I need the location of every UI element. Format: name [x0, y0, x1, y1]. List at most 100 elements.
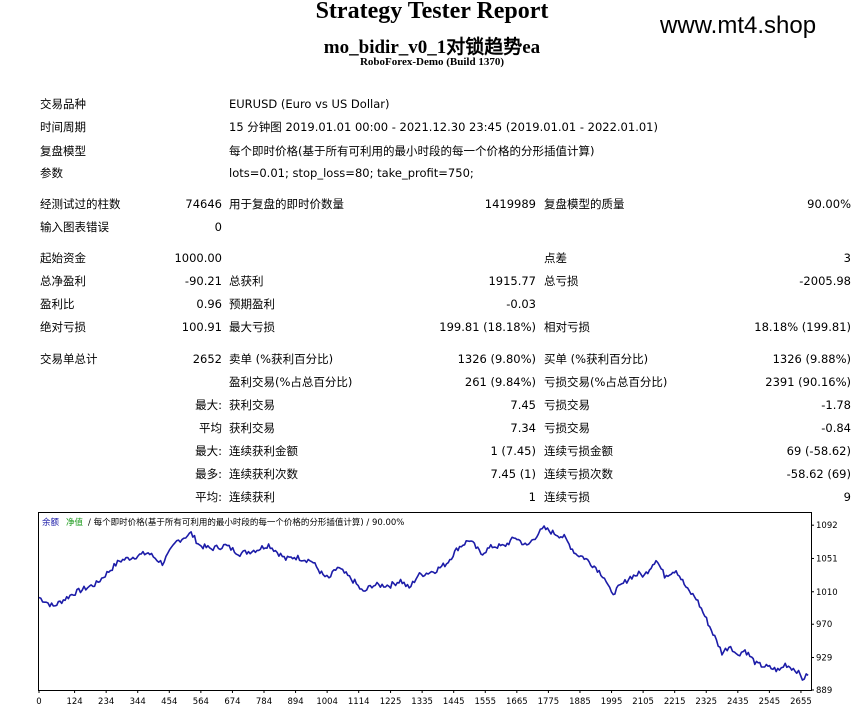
loss-trades-label: 亏损交易(%占总百分比) [544, 375, 668, 389]
short-positions-label: 卖单 (%获利百分比) [229, 352, 334, 366]
rel-drawdown-label: 相对亏损 [544, 320, 590, 334]
ticks-label: 用于复盘的即时价数量 [229, 197, 344, 211]
x-tick-label: 1775 [538, 697, 560, 707]
max-consec-wins-label: 连续获利金额 [229, 444, 298, 458]
abs-drawdown-value: 100.91 [181, 320, 222, 334]
gross-profit-label: 总获利 [229, 274, 264, 288]
x-tick-label: 2545 [759, 697, 781, 707]
x-tick-label: 344 [130, 697, 146, 707]
symbol-label: 交易品种 [40, 97, 86, 111]
period-value: 15 分钟图 2019.01.01 00:00 - 2021.12.30 23:… [229, 120, 658, 134]
legend-description: / 每个即时价格(基于所有可利用的最小时段的每一个价格的分形插值计算) / 90… [88, 517, 404, 528]
errors-label: 输入图表错误 [40, 220, 109, 234]
spread-value: 3 [843, 251, 851, 265]
balance-chart-frame [38, 512, 812, 691]
average-profit-value: 7.34 [510, 421, 536, 435]
params-value: lots=0.01; stop_loss=80; take_profit=750… [229, 166, 474, 180]
y-tick-label: 929 [816, 654, 832, 664]
bars-label: 经测试过的柱数 [40, 197, 121, 211]
x-tick-label: 1995 [601, 697, 623, 707]
x-tick-label: 2435 [727, 697, 749, 707]
x-tick-label: 674 [224, 697, 240, 707]
deposit-label: 起始资金 [40, 251, 86, 265]
gross-loss-label: 总亏损 [544, 274, 579, 288]
profit-trades-label: 盈利交易(%占总百分比) [229, 375, 353, 389]
x-tick-label: 1225 [380, 697, 402, 707]
x-tick-label: 1335 [411, 697, 433, 707]
x-tick-label: 784 [256, 697, 272, 707]
max-drawdown-value: 199.81 (18.18%) [439, 320, 536, 334]
x-tick-label: 234 [98, 697, 114, 707]
spread-label: 点差 [544, 251, 567, 265]
model-label: 复盘模型 [40, 144, 86, 158]
y-tick-label: 889 [816, 686, 832, 696]
y-tick-label: 1010 [816, 588, 838, 598]
avg-consec-losses-value: 9 [843, 490, 851, 504]
quality-value: 90.00% [807, 197, 851, 211]
model-value: 每个即时价格(基于所有可利用的最小时段的每一个价格的分形插值计算) [229, 144, 595, 158]
symbol-value: EURUSD (Euro vs US Dollar) [229, 97, 390, 111]
x-tick-label: 2655 [790, 697, 812, 707]
max-consec-prefix: 最大: [195, 444, 222, 458]
net-profit-label: 总净盈利 [40, 274, 86, 288]
ticks-value: 1419989 [484, 197, 536, 211]
balance-line [38, 525, 809, 681]
y-tick-label: 1051 [816, 554, 838, 564]
gross-profit-value: 1915.77 [488, 274, 536, 288]
x-tick-label: 1885 [569, 697, 591, 707]
avg-consec-wins-label: 连续获利 [229, 490, 275, 504]
average-prefix: 平均 [199, 421, 222, 435]
x-tick-label: 2215 [664, 697, 686, 707]
short-positions-value: 1326 (9.80%) [457, 352, 536, 366]
x-tick-label: 124 [66, 697, 82, 707]
quality-label: 复盘模型的质量 [544, 197, 625, 211]
largest-profit-label: 获利交易 [229, 398, 275, 412]
x-tick-label: 1445 [443, 697, 465, 707]
expected-payoff-value: -0.03 [506, 297, 536, 311]
total-trades-label: 交易单总计 [40, 352, 98, 366]
average-profit-label: 获利交易 [229, 421, 275, 435]
expected-payoff-label: 预期盈利 [229, 297, 275, 311]
avg-consec-prefix: 平均: [195, 490, 222, 504]
total-trades-value: 2652 [192, 352, 222, 366]
x-tick-label: 1004 [316, 697, 338, 707]
legend-balance: 余额 [42, 517, 60, 528]
x-tick-label: 894 [287, 697, 303, 707]
average-loss-value: -0.84 [821, 421, 851, 435]
gross-loss-value: -2005.98 [799, 274, 851, 288]
x-tick-label: 1665 [506, 697, 528, 707]
x-tick-label: 1114 [348, 697, 370, 707]
profit-trades-value: 261 (9.84%) [464, 375, 536, 389]
largest-prefix: 最大: [195, 398, 222, 412]
max-drawdown-label: 最大亏损 [229, 320, 275, 334]
largest-loss-value: -1.78 [821, 398, 851, 412]
x-tick-label: 0 [36, 697, 41, 707]
long-positions-label: 买单 (%获利百分比) [544, 352, 649, 366]
x-tick-label: 2105 [632, 697, 654, 707]
ea-name: mo_bidir_v0_1对锁趋势ea [323, 37, 541, 58]
report-title: Strategy Tester Report [315, 0, 549, 24]
net-profit-value: -90.21 [184, 274, 222, 288]
bars-value: 74646 [185, 197, 222, 211]
largest-profit-value: 7.45 [510, 398, 536, 412]
x-tick-label: 2325 [695, 697, 717, 707]
avg-consec-wins-value: 1 [528, 490, 536, 504]
profit-factor-value: 0.96 [196, 297, 222, 311]
deposit-value: 1000.00 [174, 251, 222, 265]
x-tick-label: 1555 [474, 697, 496, 707]
avg-consec-losses-label: 连续亏损 [544, 490, 590, 504]
x-tick-label: 454 [161, 697, 177, 707]
y-tick-label: 970 [816, 620, 832, 630]
max-consec-losses-label: 连续亏损金额 [544, 444, 613, 458]
legend-equity: 净值 [66, 517, 84, 528]
consec-loss-value: -58.62 (69) [786, 467, 851, 481]
consec-profit-value: 7.45 (1) [490, 467, 536, 481]
profit-factor-label: 盈利比 [40, 297, 75, 311]
y-tick-label: 1092 [816, 521, 838, 531]
loss-trades-value: 2391 (90.16%) [765, 375, 851, 389]
max-consec-wins-value: 1 (7.45) [490, 444, 536, 458]
consec-profit-label: 连续获利次数 [229, 467, 298, 481]
average-loss-label: 亏损交易 [544, 421, 590, 435]
long-positions-value: 1326 (9.88%) [772, 352, 851, 366]
